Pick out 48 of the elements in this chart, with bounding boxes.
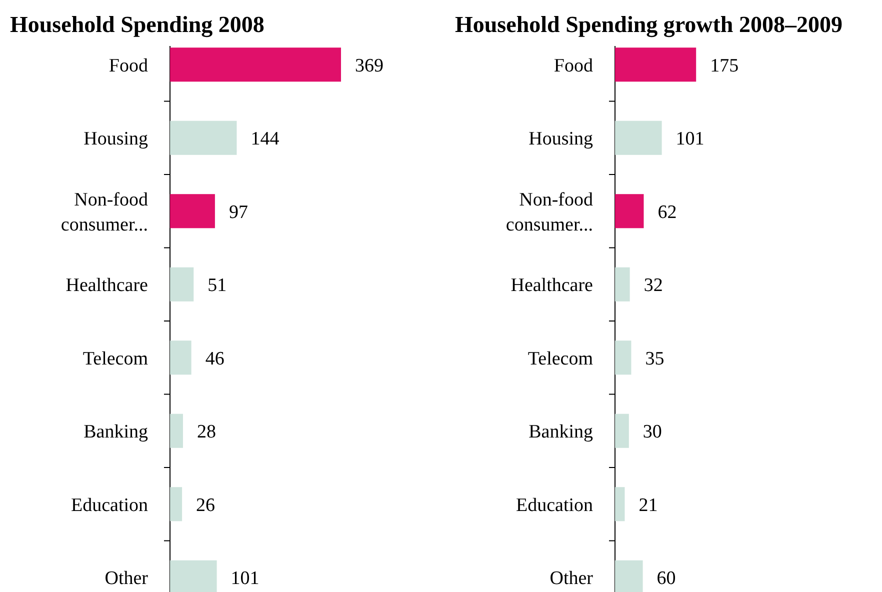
data-label: 101 — [230, 568, 260, 590]
data-label: 97 — [228, 202, 248, 223]
data-label: 26 — [196, 494, 216, 516]
bar — [170, 48, 341, 82]
data-label: 369 — [355, 55, 384, 76]
data-label: 32 — [644, 275, 663, 296]
y-tick-label: Non-food consumer... — [60, 189, 148, 236]
y-tick-label: Other — [104, 568, 149, 590]
chart-title: Household Spending growth 2008–2009 — [455, 12, 842, 38]
data-label: 51 — [208, 275, 227, 296]
bar — [170, 120, 237, 155]
y-tick-label: Telecom — [82, 348, 148, 370]
data-label: 60 — [656, 568, 676, 590]
data-label: 175 — [710, 55, 739, 76]
data-label: 62 — [658, 202, 677, 223]
y-tick-label: Housing — [84, 128, 148, 150]
y-tick-label: Food — [554, 55, 594, 76]
y-tick-label: Healthcare — [510, 275, 593, 296]
bar — [170, 414, 183, 448]
bar — [615, 340, 632, 375]
chart-title: Household Spending 2008 — [10, 12, 264, 38]
bar — [170, 340, 192, 375]
bar — [615, 48, 696, 82]
data-label: 28 — [196, 422, 216, 443]
data-label: 144 — [250, 128, 280, 150]
data-label: 21 — [638, 494, 658, 516]
bar — [615, 194, 644, 228]
y-tick-label: Education — [70, 494, 148, 516]
data-label: 46 — [205, 348, 224, 370]
y-tick-label: Banking — [528, 422, 594, 443]
y-tick-label: Other — [550, 568, 594, 590]
y-tick-label: Food — [108, 55, 148, 76]
data-label: 101 — [676, 128, 704, 150]
y-tick-label: Banking — [84, 422, 148, 443]
y-tick-label: Healthcare — [66, 275, 148, 296]
data-label: 35 — [645, 348, 664, 370]
bar — [170, 267, 194, 302]
bar — [615, 414, 629, 448]
y-tick-label: Telecom — [528, 348, 594, 370]
y-tick-label: Education — [516, 494, 594, 516]
bar — [170, 487, 182, 522]
y-tick-label: Housing — [528, 128, 594, 150]
bar — [615, 120, 662, 155]
data-label: 30 — [642, 422, 662, 443]
bar — [170, 194, 215, 228]
y-tick-label: Non-food consumer... — [506, 189, 594, 236]
bar — [615, 487, 625, 522]
bar — [615, 267, 630, 302]
